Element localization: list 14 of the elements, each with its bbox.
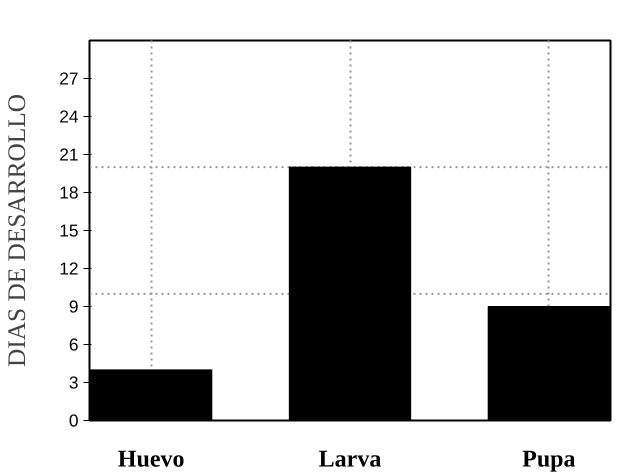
x-tick-label: Huevo	[118, 446, 184, 472]
y-axis-title: DIAS DE DESARROLLO	[3, 94, 32, 367]
x-tick-label: Pupa	[522, 446, 576, 472]
x-tick-label: Larva	[318, 446, 382, 472]
y-tick-label: 0	[68, 410, 79, 430]
y-tick-label: 21	[59, 144, 79, 164]
y-tick-label: 18	[59, 182, 79, 202]
y-tick-label: 15	[59, 220, 79, 240]
y-tick-label: 6	[68, 334, 79, 354]
y-tick-label: 3	[68, 372, 79, 392]
y-tick-label: 27	[59, 68, 79, 88]
y-tick-label: 24	[59, 106, 79, 126]
y-tick-label: 12	[59, 258, 79, 278]
y-tick-label: 9	[68, 296, 79, 316]
